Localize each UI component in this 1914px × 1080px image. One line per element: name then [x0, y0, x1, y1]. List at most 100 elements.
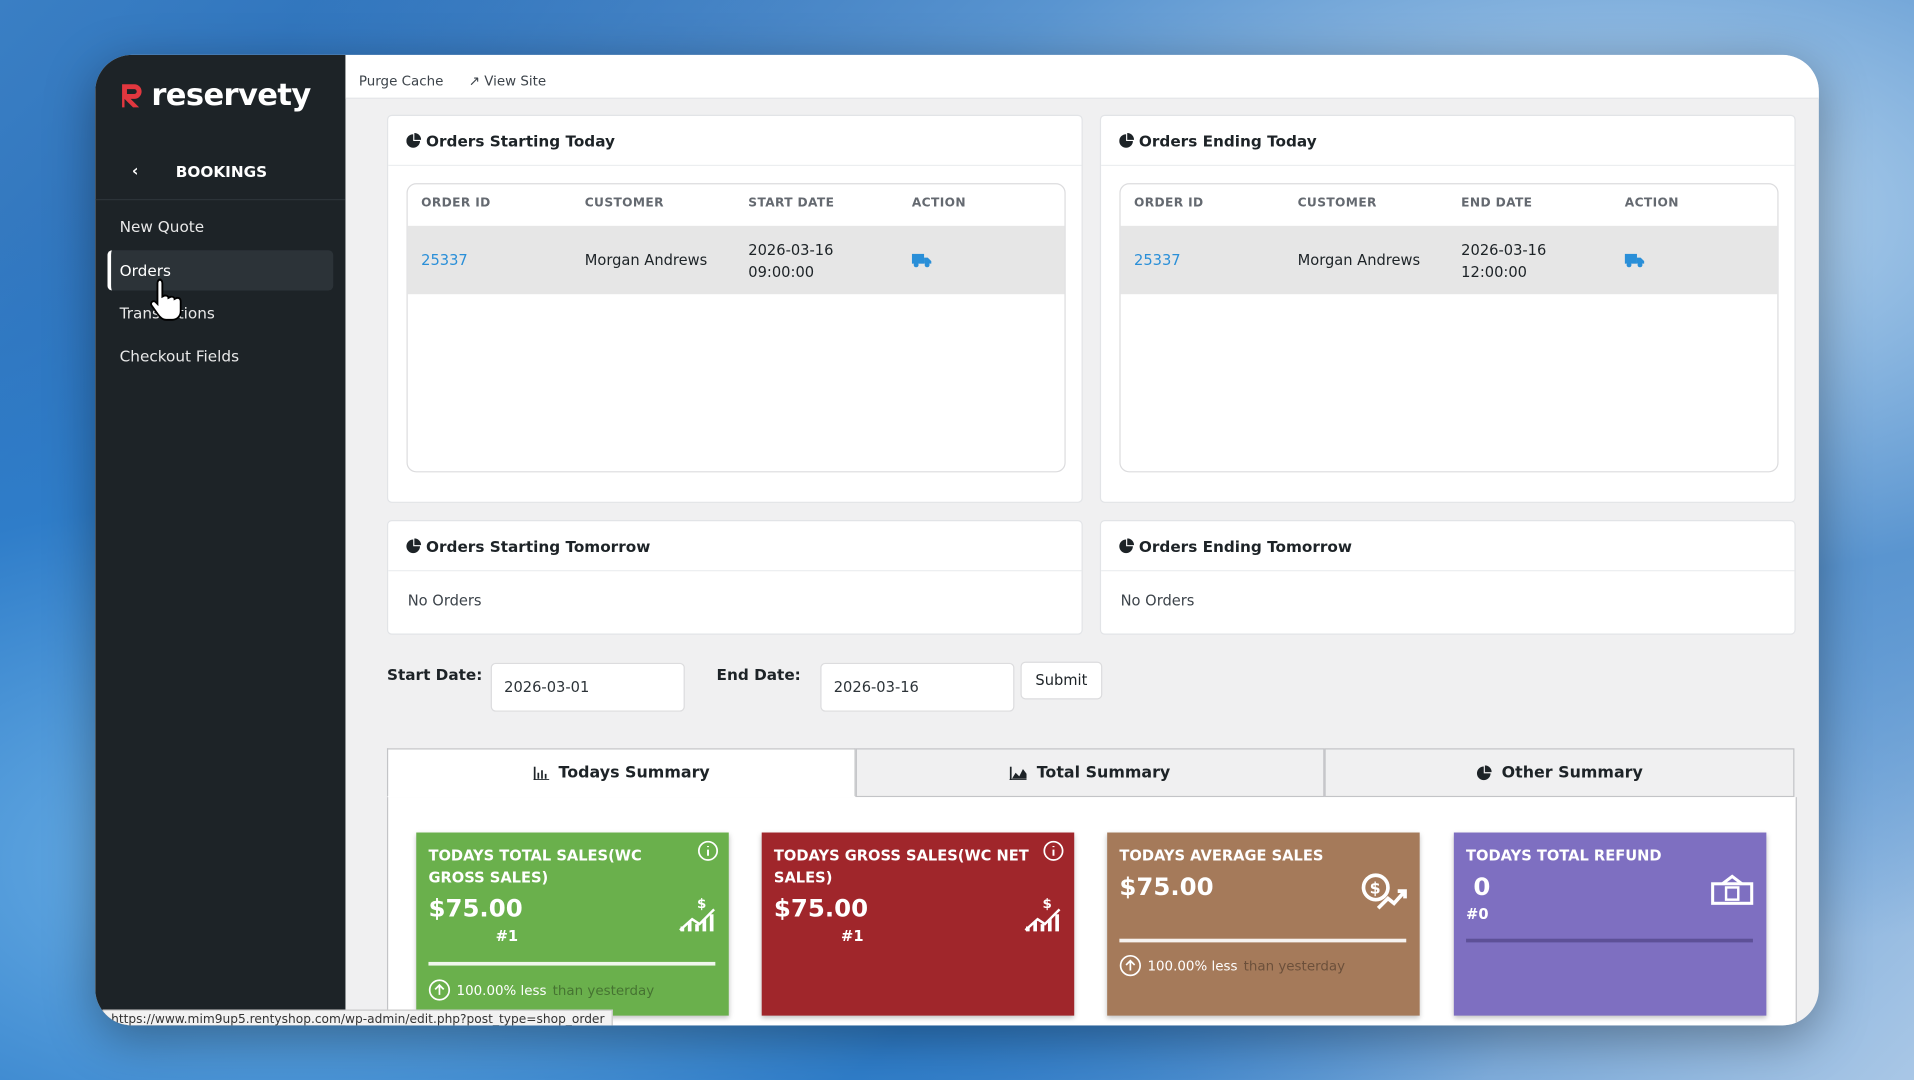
sidebar: reservety ‹ BOOKINGS New Quote Orders Tr… — [95, 54, 346, 1026]
end-date-label: End Date: — [716, 665, 801, 684]
progress-bar — [428, 961, 716, 966]
column-header: CUSTOMER — [1297, 196, 1377, 210]
card-amount: $75.00 — [1119, 871, 1214, 901]
svg-text:$: $ — [697, 897, 706, 912]
customer: Morgan Andrews — [584, 251, 708, 269]
start-date-input[interactable]: 2026-03-01 — [490, 662, 685, 712]
card-amount: $75.00 — [428, 893, 523, 923]
up-arrow-icon — [1119, 954, 1141, 977]
card-count: #1 — [495, 927, 519, 945]
logo-mark — [122, 83, 142, 107]
pie-icon — [406, 537, 422, 553]
order-id-link[interactable]: 25337 — [421, 251, 468, 269]
menu-item[interactable]: Transactions — [107, 293, 333, 333]
menu-item-active[interactable]: Orders — [107, 250, 334, 291]
panel-header: Orders Starting Today — [388, 116, 1082, 167]
view-site-text: View Site — [484, 73, 547, 90]
pie-icon — [1119, 537, 1135, 553]
back-chevron: ‹ — [131, 162, 139, 181]
tab-icon — [1009, 765, 1027, 780]
info-icon[interactable] — [1042, 840, 1064, 862]
tab[interactable]: Total Summary — [855, 748, 1325, 798]
panel-header: Orders Starting Tomorrow — [388, 521, 1082, 572]
card-compare: than yesterday — [1243, 957, 1346, 974]
orders-table: ORDER ID CUSTOMER START DATE ACTION 2533… — [406, 183, 1066, 473]
summary-card: TODAYS TOTAL SALES(WC GROSS SALES) $75.0… — [416, 832, 729, 1016]
empty-message: No Orders — [407, 592, 482, 610]
purge-cache-link[interactable]: Purge Cache — [358, 73, 444, 90]
tab-icon — [532, 765, 549, 780]
action-truck-icon[interactable] — [911, 253, 932, 268]
end-date: 2026-03-16 12:00:00 — [1461, 241, 1547, 281]
start-date-label: Start Date: — [386, 665, 483, 684]
summary-card: TODAYS TOTAL REFUND 0 #0 — [1453, 832, 1767, 1016]
view-site-link[interactable]: ↗ View Site — [468, 73, 547, 90]
panel-title: Orders Starting Tomorrow — [426, 536, 651, 555]
tab-icon — [1477, 764, 1492, 780]
orders-panel: Orders Starting Today ORDER ID CUSTOMER … — [386, 114, 1083, 503]
empty-message: No Orders — [1120, 592, 1195, 610]
chart-icon: $ — [679, 897, 715, 932]
svg-text:$: $ — [1042, 897, 1051, 912]
panel-title: Orders Ending Tomorrow — [1138, 536, 1353, 555]
column-header: ACTION — [911, 196, 966, 210]
customer: Morgan Andrews — [1297, 251, 1421, 269]
column-header: ORDER ID — [421, 196, 491, 210]
panel-header: Orders Ending Today — [1101, 116, 1795, 167]
pie-icon — [1119, 132, 1135, 148]
column-header: END DATE — [1461, 196, 1533, 210]
order-id-link[interactable]: 25337 — [1134, 251, 1181, 269]
column-header: ORDER ID — [1134, 196, 1204, 210]
pie-icon — [406, 132, 422, 148]
tab-label: Other Summary — [1501, 763, 1643, 782]
card-title: TODAYS AVERAGE SALES — [1119, 847, 1324, 865]
browser-window: reservety ‹ BOOKINGS New Quote Orders Tr… — [95, 54, 1819, 1026]
card-change: 100.00% less — [1147, 957, 1238, 974]
info-icon[interactable] — [697, 840, 719, 862]
tab[interactable]: Other Summary — [1324, 748, 1795, 798]
orders-panel: Orders Ending Tomorrow No Orders — [1099, 520, 1796, 635]
summary-card: TODAYS AVERAGE SALES $75.00 $ 100.00% le… — [1107, 832, 1420, 1016]
card-title: TODAYS TOTAL SALES(WC GROSS SALES) — [428, 847, 642, 887]
tab-label: Todays Summary — [558, 763, 710, 782]
column-header: CUSTOMER — [584, 196, 664, 210]
column-header: ACTION — [1624, 196, 1679, 210]
logo[interactable]: reservety — [120, 77, 311, 112]
panel-header: Orders Ending Tomorrow — [1101, 521, 1795, 572]
card-count: #0 — [1466, 905, 1489, 923]
chart-icon: $ — [1024, 897, 1061, 932]
admin-bar: Purge Cache ↗ View Site — [345, 54, 1819, 99]
card-title: TODAYS GROSS SALES(WC NET SALES) — [773, 847, 1029, 887]
action-truck-icon[interactable] — [1624, 253, 1645, 268]
section-header[interactable]: ‹ BOOKINGS — [95, 150, 346, 201]
table-row: 25337 Morgan Andrews 2026-03-16 12:00:00 — [1120, 225, 1778, 295]
section-label: BOOKINGS — [175, 162, 268, 181]
table-row: 25337 Morgan Andrews 2026-03-16 09:00:00 — [407, 225, 1065, 295]
progress-bar — [1119, 938, 1407, 943]
card-count: #1 — [841, 927, 864, 945]
card-compare: than yesterday — [552, 982, 655, 998]
sales-icon: $ — [1361, 873, 1407, 910]
svg-text:$: $ — [1370, 879, 1381, 898]
orders-panel: Orders Ending Today ORDER ID CUSTOMER EN… — [1099, 114, 1796, 503]
tab[interactable]: Todays Summary — [386, 748, 856, 798]
column-header: START DATE — [748, 196, 835, 210]
card-amount: 0 — [1473, 871, 1491, 901]
tab-label: Total Summary — [1036, 763, 1171, 782]
summary-card: TODAYS GROSS SALES(WC NET SALES) $75.00 … — [761, 832, 1075, 1016]
menu-item[interactable]: New Quote — [119, 217, 205, 236]
panel-title: Orders Ending Today — [1138, 131, 1317, 150]
orders-panel: Orders Starting Tomorrow No Orders — [386, 520, 1083, 635]
menu-item[interactable]: Checkout Fields — [119, 346, 240, 365]
card-footer: 100.00% less than yesterday — [1119, 954, 1346, 977]
card-change: 100.00% less — [456, 982, 547, 998]
submit-button[interactable]: Submit — [1020, 661, 1103, 700]
brand: reservety — [151, 76, 311, 113]
card-footer: 100.00% less than yesterday — [428, 979, 654, 1001]
up-arrow-icon — [428, 979, 451, 1001]
end-date-input[interactable]: 2026-03-16 — [820, 662, 1015, 712]
panel-title: Orders Starting Today — [426, 131, 616, 150]
progress-bar — [1466, 938, 1753, 943]
